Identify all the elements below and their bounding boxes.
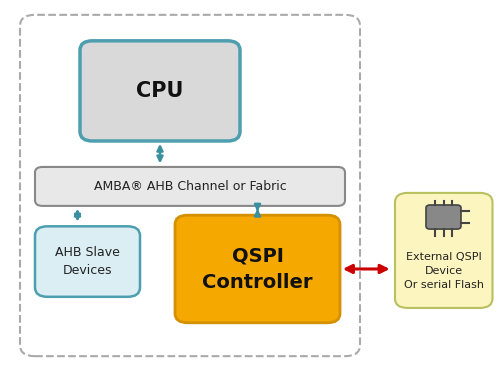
Text: AHB Slave
Devices: AHB Slave Devices <box>55 246 120 277</box>
FancyBboxPatch shape <box>35 226 140 297</box>
Text: External QSPI
Device
Or serial Flash: External QSPI Device Or serial Flash <box>404 252 484 290</box>
FancyBboxPatch shape <box>35 167 345 206</box>
FancyBboxPatch shape <box>175 215 340 323</box>
Text: CPU: CPU <box>136 81 184 101</box>
Text: QSPI
Controller: QSPI Controller <box>202 246 313 292</box>
Text: AMBA® AHB Channel or Fabric: AMBA® AHB Channel or Fabric <box>94 180 286 193</box>
FancyBboxPatch shape <box>395 193 492 308</box>
FancyBboxPatch shape <box>80 41 240 141</box>
FancyBboxPatch shape <box>20 15 360 356</box>
FancyBboxPatch shape <box>426 205 461 229</box>
